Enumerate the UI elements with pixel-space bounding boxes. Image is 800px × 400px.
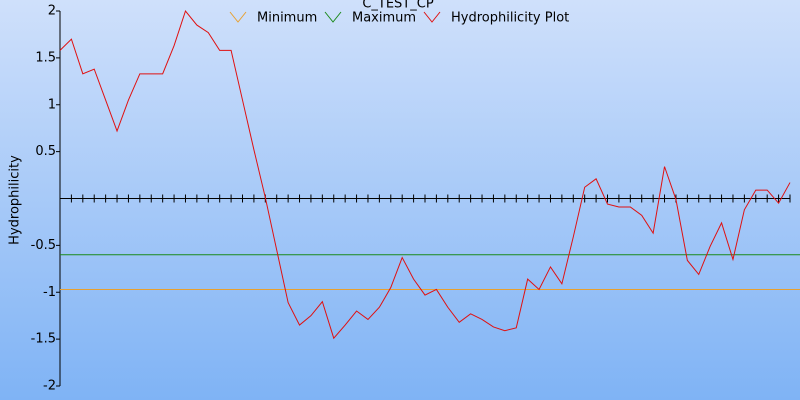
y-tick-label: 1 — [48, 97, 56, 112]
y-tick-label: -1.5 — [31, 332, 56, 347]
legend-label: Maximum — [352, 11, 416, 26]
y-tick-label: 1.5 — [35, 50, 56, 65]
data-line — [59, 9, 791, 340]
legend-icon — [423, 11, 441, 23]
y-axis-label: Hydrophilicity — [8, 155, 23, 245]
y-tick-label: 0.5 — [35, 144, 56, 159]
legend-label: Minimum — [257, 11, 317, 26]
y-tick-label: 2 — [48, 4, 56, 19]
y-tick-label: -1 — [43, 285, 56, 300]
legend-icon — [324, 11, 342, 23]
chart-title: C_TEST_CP — [362, 0, 434, 12]
legend-label: Hydrophilicity Plot — [451, 11, 569, 26]
legend-icon — [229, 11, 247, 23]
y-tick-label: -2 — [43, 379, 56, 394]
y-tick-label: -0.5 — [31, 238, 56, 253]
